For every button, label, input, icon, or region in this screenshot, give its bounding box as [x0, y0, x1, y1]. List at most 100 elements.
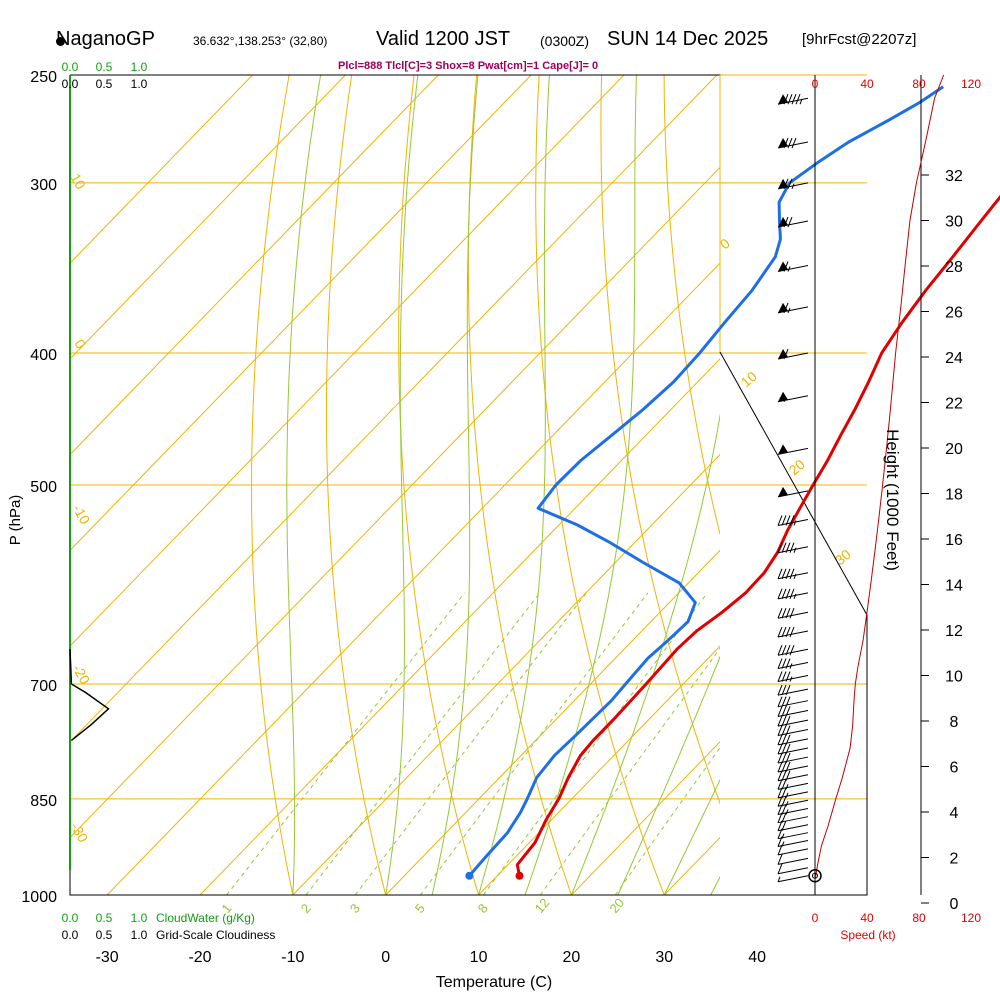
wind-barb-feather: [787, 137, 793, 149]
wind-barb-half: [785, 784, 789, 790]
wind-barb-staff: [777, 648, 809, 656]
wind-barb: [777, 608, 809, 619]
temp-tick-30: 30: [655, 949, 673, 966]
temp-tick-0: 0: [381, 949, 390, 966]
wind-barb: [777, 645, 809, 656]
wind-barb-staff: [777, 592, 809, 600]
wind-barb: [777, 715, 809, 727]
cloudwater-top-tick-0: 0.0: [62, 60, 79, 74]
wind-barb: [777, 863, 809, 875]
wind-barb-feather: [785, 752, 791, 764]
wind-barb: [777, 216, 809, 228]
wind-barb-feather: [785, 626, 791, 638]
wind-barb-half: [785, 792, 789, 799]
wind-barb-half: [793, 593, 797, 600]
wind-barb-feather: [781, 715, 787, 727]
wind-barb-staff: [777, 719, 809, 727]
wind-barb: [777, 391, 809, 403]
wind-barb-feather: [781, 568, 787, 579]
dry-adiabat-40: [600, 75, 720, 805]
wind-barb-feather: [787, 178, 793, 190]
wind-barb-feather: [777, 844, 783, 856]
wind-barb-feather: [787, 216, 793, 228]
dry-adiabat--10: [251, 75, 294, 895]
wind-barb-feather: [789, 626, 795, 638]
height-tick-26: 26: [945, 305, 963, 322]
calm-wind-inner: [812, 872, 818, 879]
wind-barb-feather: [785, 696, 791, 707]
wind-barb-feather: [777, 743, 783, 755]
height-tick-30: 30: [945, 214, 963, 231]
moist-adiabat--10: [286, 75, 322, 895]
wind-barb: [777, 875, 809, 883]
wind-barb: [777, 486, 809, 498]
wind-barb-feather: [781, 626, 787, 638]
wind-barb-feather: [781, 752, 787, 764]
cloudwater-bottom-tick-1: 0.5: [96, 911, 113, 925]
isotherm-10: [478, 645, 720, 895]
wind-barb-staff: [777, 808, 809, 816]
dry-adiabat-20: [467, 75, 572, 895]
temp-tick-10: 10: [470, 949, 488, 966]
wind-barb-feather: [783, 178, 789, 190]
wind-barb-staff: [777, 840, 809, 848]
wind-barb-half: [793, 573, 797, 579]
moist-adiabat-30: [663, 778, 720, 895]
mixing-ratio-8: [482, 592, 708, 895]
wind-barb-feather: [777, 761, 783, 773]
wind-barb-feather: [783, 216, 789, 228]
wind-barb-staff: [777, 824, 809, 832]
wind-barb-feather: [781, 725, 787, 736]
wind-barb-staff: [777, 875, 809, 883]
height-tick-4: 4: [950, 805, 959, 822]
height-tick-24: 24: [945, 350, 963, 367]
left-adiabat-label-2: -10: [69, 502, 93, 528]
wind-barb-staff: [777, 774, 809, 782]
wind-barb-staff: [777, 857, 809, 865]
wind-barb-feather: [791, 94, 797, 105]
wind-barb-feather: [785, 761, 791, 773]
wind-barb: [777, 542, 809, 554]
wind-barb-staff: [777, 848, 809, 856]
wind-barb-half: [785, 801, 789, 807]
wind-barb-staff: [777, 791, 809, 799]
mixing-ratio-12: [539, 647, 720, 895]
dry-adiabat-50: [663, 75, 720, 536]
wind-barb-staff: [777, 832, 809, 840]
height-tick-22: 22: [945, 396, 963, 413]
wind-barb-staff: [777, 709, 809, 717]
wind-barb-feather: [777, 725, 783, 736]
moist-adiabat-20: [570, 413, 720, 895]
wind-barb-feather: [777, 715, 783, 727]
isotherm--90: [70, 75, 346, 360]
height-tick-14: 14: [945, 578, 963, 595]
wind-barb-feather: [785, 706, 791, 717]
y-axis-title: P (hPa): [7, 495, 24, 546]
wind-barb-feather: [781, 796, 787, 807]
wind-barb-feather: [777, 671, 783, 682]
wind-barb-feather: [783, 302, 789, 314]
wind-barb-feather: [785, 542, 791, 553]
wind-barb: [777, 706, 809, 717]
wind-barb-feather: [785, 770, 791, 781]
mixing-ratio-label-2: 2: [298, 901, 314, 916]
wind-bottom-tick-0: 0: [812, 911, 819, 925]
wind-barb-staff: [777, 765, 809, 773]
wind-barb-pennant: [778, 486, 788, 497]
height-tick-18: 18: [945, 487, 963, 504]
wind-top-tick-80: 80: [912, 77, 926, 91]
wind-speed-line: [814, 74, 945, 881]
wind-barb-feather: [783, 137, 789, 149]
wind-barb-staff: [777, 662, 809, 670]
wind-barb-staff: [777, 816, 809, 824]
wind-speed-label: Speed (kt): [840, 928, 895, 942]
wind-barb: [777, 302, 809, 314]
wind-barb-feather: [781, 542, 787, 553]
wind-barb: [777, 178, 809, 190]
dry-adiabat-80: [852, 75, 1000, 895]
mixing-ratio-3: [354, 592, 587, 895]
wind-barb-half: [789, 663, 793, 669]
wind-barb-feather: [777, 626, 783, 638]
valid-date: SUN 14 Dec 2025: [607, 28, 769, 50]
